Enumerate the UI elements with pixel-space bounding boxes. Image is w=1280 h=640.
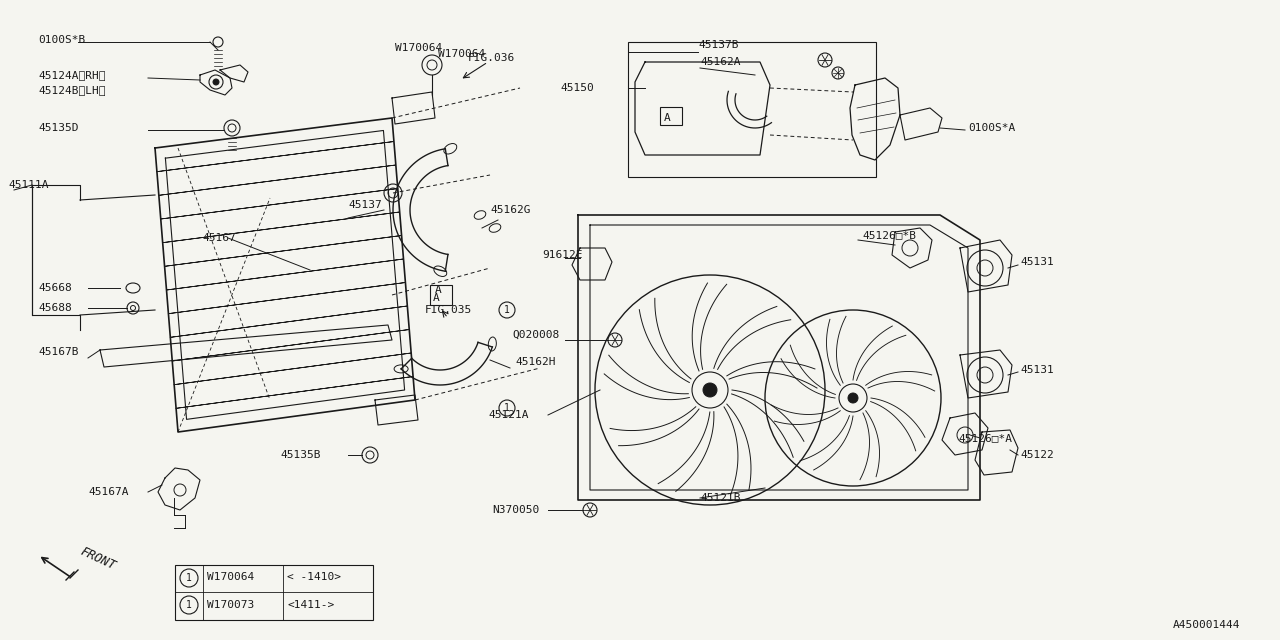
Text: 45137: 45137 — [348, 200, 381, 210]
Text: 45121A: 45121A — [488, 410, 529, 420]
Text: W170073: W170073 — [207, 600, 255, 610]
Text: W170064: W170064 — [396, 43, 443, 53]
Text: A450001444: A450001444 — [1172, 620, 1240, 630]
Text: 45131: 45131 — [1020, 365, 1053, 375]
Text: 45668: 45668 — [38, 283, 72, 293]
Text: 45150: 45150 — [561, 83, 594, 93]
Text: 45124B〈LH〉: 45124B〈LH〉 — [38, 85, 105, 95]
Text: 45131: 45131 — [1020, 257, 1053, 267]
Text: W170064: W170064 — [207, 572, 255, 582]
Text: 45126□*B: 45126□*B — [861, 230, 916, 240]
Text: 1: 1 — [186, 573, 192, 583]
Text: FRONT: FRONT — [78, 545, 118, 573]
Text: 1: 1 — [504, 305, 509, 315]
Circle shape — [849, 393, 858, 403]
Bar — [660, 107, 682, 125]
Bar — [175, 565, 372, 620]
Text: 45162A: 45162A — [700, 57, 741, 67]
Text: 45135B: 45135B — [280, 450, 320, 460]
Bar — [628, 42, 876, 177]
Text: FIG.035: FIG.035 — [425, 305, 472, 315]
Circle shape — [703, 383, 717, 397]
Text: A: A — [433, 293, 439, 303]
Text: 45135D: 45135D — [38, 123, 78, 133]
Text: 91612E: 91612E — [541, 250, 582, 260]
Text: FIG.036: FIG.036 — [468, 53, 516, 63]
Text: 45124A〈RH〉: 45124A〈RH〉 — [38, 70, 105, 80]
Bar — [430, 285, 452, 305]
Text: 0100S*A: 0100S*A — [968, 123, 1015, 133]
Text: 45162G: 45162G — [490, 205, 530, 215]
Text: 0100S*B: 0100S*B — [38, 35, 86, 45]
Text: 45137B: 45137B — [698, 40, 739, 50]
Text: 45126□*A: 45126□*A — [957, 433, 1012, 443]
Text: < -1410>: < -1410> — [287, 572, 340, 582]
Text: 45122: 45122 — [1020, 450, 1053, 460]
Text: 45167A: 45167A — [88, 487, 128, 497]
Text: 1: 1 — [186, 600, 192, 610]
Text: 45688: 45688 — [38, 303, 72, 313]
Text: N370050: N370050 — [492, 505, 539, 515]
Text: 45121B: 45121B — [700, 493, 741, 503]
Circle shape — [212, 79, 219, 85]
Text: 1: 1 — [504, 403, 509, 413]
Text: 45162H: 45162H — [515, 357, 556, 367]
Text: <1411->: <1411-> — [287, 600, 334, 610]
Text: W170064: W170064 — [438, 49, 485, 59]
Text: 45167B: 45167B — [38, 347, 78, 357]
Text: 45167: 45167 — [202, 233, 236, 243]
Text: Q020008: Q020008 — [512, 330, 559, 340]
Text: A: A — [663, 113, 671, 123]
Text: A: A — [435, 285, 442, 295]
Text: 45111A: 45111A — [8, 180, 49, 190]
